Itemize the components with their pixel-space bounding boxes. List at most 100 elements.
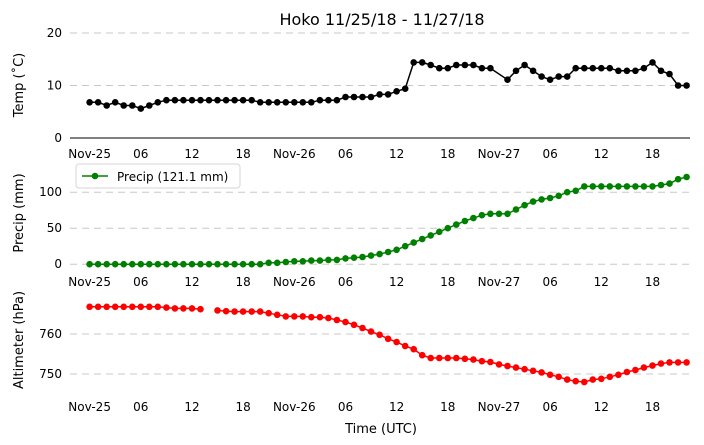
data-point (376, 250, 383, 258)
data-point (436, 64, 443, 72)
x-tick-label: 18 (645, 147, 660, 161)
x-tick-label: 12 (184, 275, 199, 289)
data-point (350, 93, 358, 101)
data-point (589, 376, 597, 383)
x-tick-label: 06 (542, 147, 557, 161)
data-point (674, 82, 682, 89)
x-tick-label: Nov-27 (478, 275, 521, 289)
data-point (256, 308, 264, 315)
data-point (393, 88, 400, 95)
y-tick-label: 50 (47, 221, 62, 235)
data-point (470, 356, 477, 363)
data-point (342, 318, 349, 326)
data-point (222, 260, 230, 268)
x-tick-label: 12 (389, 400, 404, 414)
panel-altimeter: Altimeter (hPa) 750 760 Nov-25 06 12 18 Nov-26… (12, 291, 690, 414)
data-point (589, 183, 597, 190)
x-tick-label: 18 (235, 400, 250, 414)
x-tick-label: 06 (338, 400, 353, 414)
data-point (111, 99, 119, 106)
data-point (188, 305, 196, 312)
series-line (217, 309, 687, 383)
data-point (376, 91, 383, 98)
data-point (163, 96, 170, 104)
data-point (299, 99, 307, 106)
data-point (504, 210, 511, 218)
data-point (529, 198, 537, 205)
legend-swatch-marker (91, 172, 99, 180)
data-point (581, 64, 588, 72)
data-point (120, 260, 127, 268)
data-point (188, 260, 196, 268)
data-point (120, 303, 127, 311)
data-point (563, 73, 571, 80)
data-point (444, 224, 452, 232)
data-point (589, 64, 597, 72)
data-point (350, 321, 358, 329)
data-point (453, 61, 460, 69)
data-point (581, 378, 588, 386)
y-tick-label: 750 (39, 367, 62, 381)
data-point (316, 257, 324, 264)
data-point (418, 235, 426, 243)
x-tick-label: 18 (645, 400, 660, 414)
x-tick-label: 12 (184, 147, 199, 161)
data-point (512, 67, 520, 75)
data-point (86, 303, 93, 311)
data-point (342, 255, 349, 262)
data-point (657, 360, 665, 367)
data-point (180, 305, 187, 312)
data-point (171, 260, 179, 268)
data-point (418, 59, 426, 66)
data-point (291, 258, 298, 265)
data-point (273, 311, 281, 319)
data-point (512, 206, 520, 213)
data-point (333, 96, 341, 104)
data-point (487, 64, 494, 72)
x-tick-label: 18 (440, 275, 455, 289)
data-point (282, 258, 290, 266)
data-point (436, 228, 443, 236)
data-point (103, 102, 110, 109)
data-point (555, 373, 562, 381)
x-tick-label: Nov-26 (273, 147, 316, 161)
data-point (615, 67, 622, 75)
data-point (683, 173, 690, 181)
data-point (504, 362, 511, 370)
data-point (103, 260, 110, 268)
data-point (640, 64, 648, 72)
precip-y-axis-label: Precip (mm) (12, 173, 27, 252)
data-point (94, 303, 102, 311)
data-point (308, 257, 315, 264)
x-tick-label: 18 (440, 147, 455, 161)
data-point (316, 96, 324, 104)
data-point (606, 183, 614, 190)
y-tick-label: 0 (54, 131, 62, 145)
data-point (666, 180, 673, 187)
data-point (94, 260, 102, 268)
x-tick-label: Nov-27 (478, 400, 521, 414)
data-point (615, 183, 622, 190)
data-point (393, 338, 400, 346)
data-point (137, 105, 145, 112)
data-point (453, 354, 460, 362)
data-point (359, 253, 366, 261)
data-point (214, 260, 221, 268)
data-point (674, 175, 682, 183)
data-point (299, 313, 307, 320)
legend-frame (75, 163, 241, 189)
x-tick-label: Nov-25 (68, 400, 111, 414)
data-point (86, 99, 93, 106)
data-point (154, 303, 162, 311)
x-tick-label: Nov-26 (273, 400, 316, 414)
x-tick-label: 12 (389, 147, 404, 161)
data-point (470, 61, 477, 69)
data-point (427, 61, 435, 69)
data-point (555, 73, 562, 80)
data-point (581, 183, 588, 190)
data-point (384, 335, 392, 343)
data-point (649, 362, 656, 369)
data-point (197, 305, 204, 313)
data-point (146, 260, 153, 268)
